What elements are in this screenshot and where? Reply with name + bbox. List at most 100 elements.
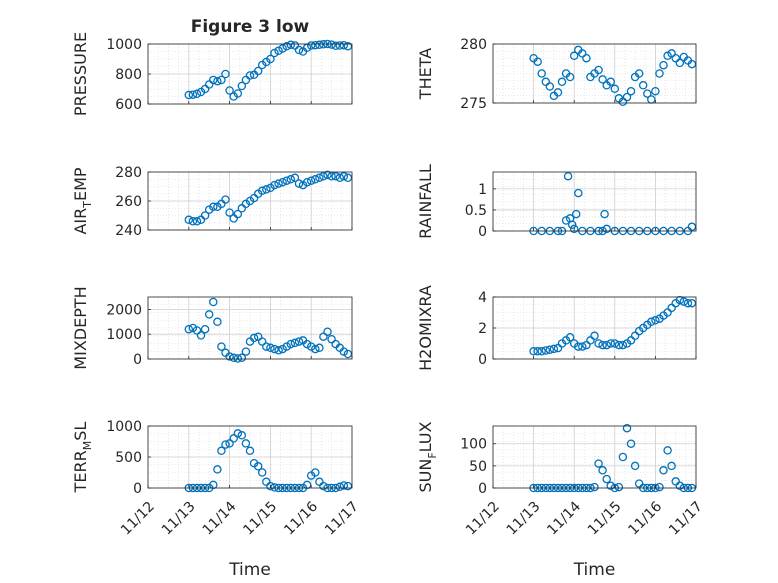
x-tick-label: 11/12 <box>463 499 503 539</box>
data-point <box>315 173 324 183</box>
data-point <box>306 41 316 50</box>
x-tick-label: 11/15 <box>240 499 280 539</box>
data-point <box>602 474 611 484</box>
data-point <box>237 81 247 91</box>
y-tick-label: 275 <box>460 96 487 112</box>
y-tick-label: 2000 <box>106 302 142 318</box>
x-axis-label: Time <box>228 560 271 580</box>
subplot-sun_flux: 0 50 100 SUNFLUX 11/12 11/13 11/14 11/15 11/16 11… <box>416 421 706 580</box>
data-point <box>343 349 353 359</box>
data-point <box>319 481 328 491</box>
data-point <box>553 88 563 97</box>
data-point <box>241 347 251 356</box>
y-tick-label: 800 <box>115 67 142 83</box>
axes-box <box>147 296 353 360</box>
data-point <box>594 459 603 468</box>
data-point <box>331 41 340 51</box>
data-point <box>266 481 275 491</box>
data-point <box>606 481 615 491</box>
x-tick-label: 11/16 <box>281 499 321 539</box>
data-point <box>622 423 632 433</box>
y-tick-label: 1000 <box>106 37 142 53</box>
data-point <box>253 66 263 76</box>
data-point <box>315 40 324 50</box>
data-point <box>634 69 644 78</box>
x-tick-label: 11/13 <box>159 499 199 539</box>
y-tick-label: 280 <box>460 37 487 53</box>
y-tick-label: 0.5 <box>465 203 487 219</box>
data-point <box>606 339 615 348</box>
data-point <box>233 89 243 98</box>
data-point <box>319 172 328 181</box>
y-tick-label: 0 <box>478 352 487 368</box>
data-point <box>249 333 259 343</box>
data-point <box>184 90 194 100</box>
data-point <box>200 324 210 334</box>
data-point <box>196 331 206 340</box>
subplot-terr_msl: 0 500 1000 TERRMSL 11/12 11/13 11/14 11/15 11/16… <box>71 419 362 580</box>
data-point <box>257 337 267 346</box>
data-point <box>278 44 287 53</box>
data-point <box>192 217 202 226</box>
data-point <box>221 440 230 449</box>
data-point <box>590 331 599 341</box>
data-point <box>331 172 340 181</box>
axes-box <box>492 171 697 232</box>
y-axis-label: PRESSURE <box>71 32 90 116</box>
y-tick-label: 260 <box>115 194 142 210</box>
data-point <box>582 53 591 63</box>
data-point <box>229 353 238 363</box>
subplot-mixdepth: 0 1000 2000 MIXDEPTH <box>71 286 353 370</box>
data-point <box>339 347 349 356</box>
data-point <box>565 72 575 82</box>
data-point <box>602 224 611 234</box>
data-point <box>667 461 676 471</box>
data-point <box>302 480 312 490</box>
y-tick-label: 2 <box>478 321 487 337</box>
data-point <box>294 179 304 188</box>
data-point <box>655 482 664 492</box>
data-point <box>229 434 238 443</box>
axes-box <box>492 425 697 489</box>
data-point <box>204 310 214 319</box>
data-point <box>659 60 668 70</box>
data-point <box>549 344 559 354</box>
x-tick-label: 11/13 <box>504 499 544 539</box>
y-tick-label: 50 <box>469 459 487 475</box>
data-point <box>335 41 345 50</box>
subplot-theta: 275 280 THETA <box>416 37 697 112</box>
y-tick-label: 0 <box>478 224 487 240</box>
y-tick-label: 240 <box>115 223 142 239</box>
data-point <box>578 49 587 58</box>
x-tick-label: 11/16 <box>625 499 665 539</box>
y-axis-label: H2OMIXRA <box>416 285 435 371</box>
data-point <box>679 297 689 306</box>
data-point <box>537 69 546 78</box>
y-tick-label: 0 <box>133 352 142 368</box>
data-point <box>663 446 672 455</box>
x-tick-label: 11/12 <box>118 499 158 539</box>
data-point <box>209 202 218 212</box>
data-point <box>237 353 247 363</box>
y-tick-label: 100 <box>460 437 487 453</box>
data-point <box>567 220 577 229</box>
data-point <box>266 343 275 353</box>
data-point <box>600 209 609 219</box>
data-point <box>343 42 353 51</box>
data-point <box>630 461 640 471</box>
data-point <box>667 49 676 58</box>
data-point <box>184 215 194 225</box>
data-point <box>311 468 320 477</box>
data-point <box>270 483 279 492</box>
data-point <box>659 466 668 475</box>
data-point <box>687 298 697 308</box>
axes-box <box>492 43 697 104</box>
data-point <box>294 337 304 346</box>
data-point <box>574 342 583 351</box>
data-point <box>286 40 296 50</box>
data-point <box>245 71 255 80</box>
data-point <box>233 429 243 438</box>
data-point <box>687 222 697 232</box>
data-point <box>290 173 300 183</box>
data-point <box>200 211 210 220</box>
